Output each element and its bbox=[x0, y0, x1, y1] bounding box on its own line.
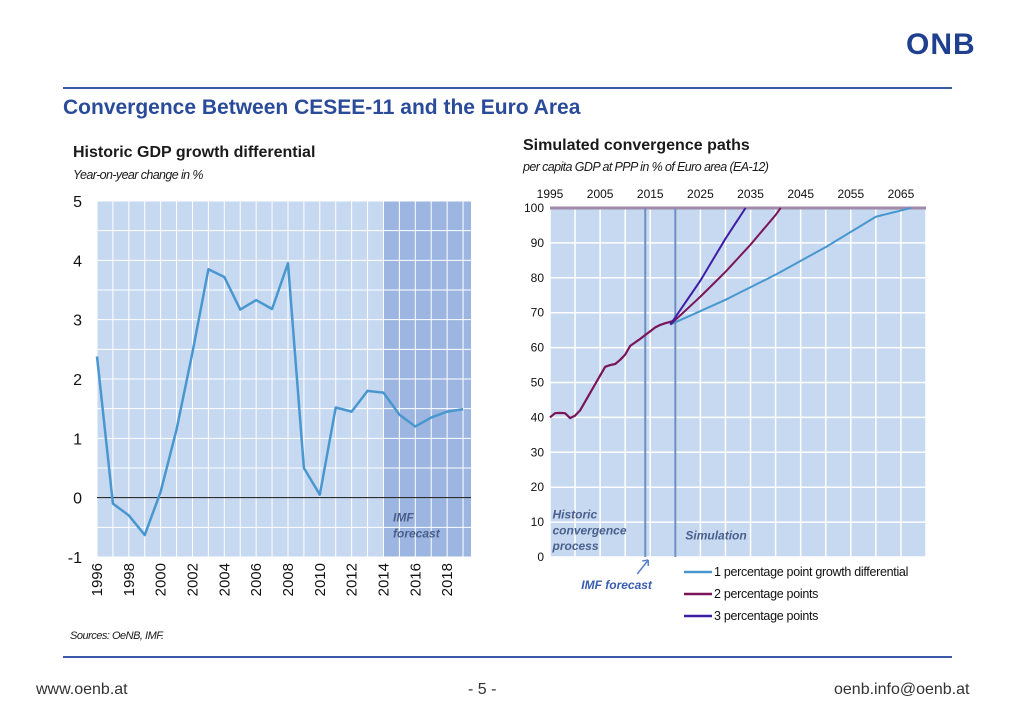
y-tick-label: -1 bbox=[68, 550, 82, 567]
x-tick-label: 2012 bbox=[344, 563, 361, 596]
y-tick-label: 70 bbox=[531, 306, 545, 320]
gdp-growth-differential-chart: -1 0 1 2 3 4 5 1996 1998 2000 2002 2004 2006 2008 201… bbox=[68, 194, 471, 596]
slide-title: Convergence Between CESEE-11 and the Eur… bbox=[63, 96, 581, 119]
legend: 1 percentage point growth differential 2 … bbox=[684, 565, 908, 623]
oenb-logo: ONB bbox=[906, 28, 976, 61]
path-3pp bbox=[669, 207, 747, 326]
gdp-differential-line bbox=[95, 262, 464, 537]
imf-forecast-annotation: forecast bbox=[393, 526, 441, 540]
y-tick-label: 1 bbox=[73, 431, 82, 448]
x-tick-label: 2055 bbox=[837, 187, 864, 201]
historic-annotation: convergence bbox=[553, 523, 627, 537]
historic-annotation: Historic bbox=[553, 508, 598, 522]
legend-label: 1 percentage point growth differential bbox=[714, 565, 908, 579]
website-link[interactable]: www.oenb.at bbox=[36, 681, 128, 698]
x-tick-label: 2014 bbox=[375, 563, 392, 596]
x-tick-label: 1998 bbox=[121, 563, 138, 596]
x-tick-label: 2065 bbox=[888, 187, 915, 201]
footer-divider bbox=[63, 656, 952, 658]
x-tick-label: 2005 bbox=[587, 187, 614, 201]
imf-forecast-annotation: IMF forecast bbox=[581, 578, 653, 592]
historic-convergence-line bbox=[549, 319, 676, 420]
y-tick-label: 60 bbox=[531, 341, 545, 355]
x-tick-label: 2035 bbox=[737, 187, 764, 201]
y-tick-label: 4 bbox=[73, 253, 82, 270]
x-axis-labels: 1995 2005 2015 2025 2035 2045 2055 2065 bbox=[537, 187, 915, 201]
path-2pp bbox=[669, 207, 782, 326]
y-tick-label: 3 bbox=[73, 313, 82, 330]
header-divider bbox=[63, 87, 952, 89]
x-tick-label: 2004 bbox=[216, 563, 233, 596]
y-tick-label: 0 bbox=[537, 550, 544, 564]
x-tick-label: 2018 bbox=[439, 563, 456, 596]
x-tick-label: 1995 bbox=[537, 187, 564, 201]
y-tick-label: 100 bbox=[524, 201, 544, 215]
x-tick-label: 2008 bbox=[280, 563, 297, 596]
y-tick-label: 50 bbox=[531, 376, 545, 390]
path-1pp bbox=[669, 207, 912, 326]
right-chart-subtitle: per capita GDP at PPP in % of Euro area … bbox=[523, 160, 769, 174]
x-tick-label: 1996 bbox=[89, 563, 106, 596]
x-tick-label: 2002 bbox=[184, 563, 201, 596]
left-chart-title: Historic GDP growth differential bbox=[73, 144, 316, 161]
legend-label: 3 percentage points bbox=[714, 609, 818, 623]
email-link[interactable]: oenb.info@oenb.at bbox=[834, 681, 970, 698]
legend-label: 2 percentage points bbox=[714, 587, 818, 601]
x-tick-label: 2000 bbox=[153, 563, 170, 596]
page-number: - 5 - bbox=[468, 681, 497, 698]
y-tick-label: 90 bbox=[531, 236, 545, 250]
x-tick-label: 2025 bbox=[687, 187, 714, 201]
y-tick-label: 10 bbox=[531, 515, 545, 529]
imf-forecast-annotation: IMF bbox=[393, 510, 414, 524]
x-tick-label: 2016 bbox=[407, 563, 424, 596]
convergence-paths-chart: 0 10 20 30 40 50 60 70 80 90 100 1995 2005 2015 2025 2… bbox=[524, 187, 927, 623]
simulation-annotation: Simulation bbox=[685, 529, 746, 543]
y-tick-label: 2 bbox=[73, 372, 82, 389]
y-tick-label: 30 bbox=[531, 445, 545, 459]
y-tick-label: 5 bbox=[73, 194, 82, 211]
x-axis-labels: 1996 1998 2000 2002 2004 2006 2008 2010 2012 2014… bbox=[89, 563, 456, 596]
x-tick-label: 2006 bbox=[248, 563, 265, 596]
y-tick-label: 0 bbox=[73, 491, 82, 508]
y-tick-label: 20 bbox=[531, 480, 545, 494]
sources-note: Sources: OeNB, IMF. bbox=[70, 630, 164, 642]
y-tick-label: 40 bbox=[531, 410, 545, 424]
x-tick-label: 2010 bbox=[312, 563, 329, 596]
left-chart-subtitle: Year-on-year change in % bbox=[73, 168, 204, 182]
right-chart-title: Simulated convergence paths bbox=[523, 137, 750, 154]
y-tick-label: 80 bbox=[531, 271, 545, 285]
x-tick-label: 2015 bbox=[637, 187, 664, 201]
y-axis-labels: 0 10 20 30 40 50 60 70 80 90 100 bbox=[524, 201, 544, 564]
x-tick-label: 2045 bbox=[787, 187, 814, 201]
y-axis-labels: -1 0 1 2 3 4 5 bbox=[68, 194, 82, 567]
imf-forecast-arrow bbox=[636, 559, 650, 575]
historic-annotation: process bbox=[552, 539, 599, 553]
